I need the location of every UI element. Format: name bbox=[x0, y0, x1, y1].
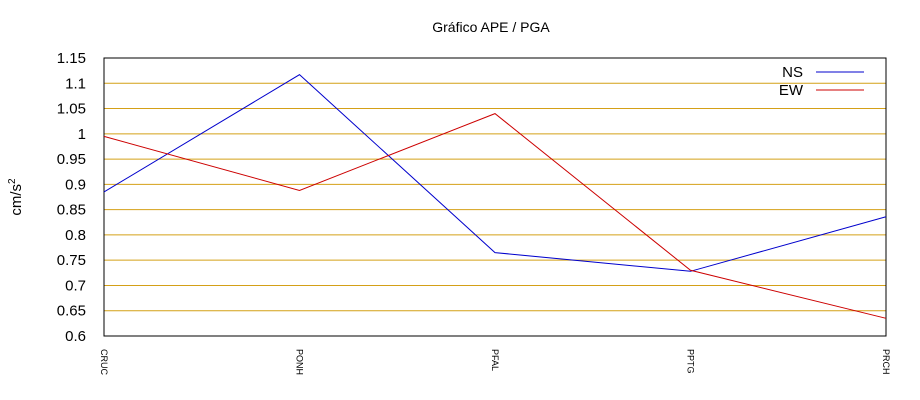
y-tick-label: 0.85 bbox=[57, 202, 86, 219]
x-tick-label: PRCH bbox=[881, 349, 891, 375]
y-axis-ticks: 0.6 0.65 0.7 0.75 0.8 0.85 0.9 0.95 1 1.05 1.1 1.15 bbox=[57, 50, 86, 345]
y-tick-label: 0.75 bbox=[57, 252, 86, 269]
series-line-ew bbox=[103, 113, 887, 319]
x-axis-ticks: CRUC PONH PFAL PPTG PRCH bbox=[99, 349, 891, 375]
y-tick-label: 0.65 bbox=[57, 303, 86, 320]
x-tick-label: PFAL bbox=[490, 349, 500, 371]
y-tick-label: 0.6 bbox=[65, 328, 86, 345]
grid bbox=[104, 57, 886, 312]
plot-frame bbox=[103, 57, 887, 337]
y-tick-label: 1.15 bbox=[57, 50, 86, 67]
chart-title: Gráfico APE / PGA bbox=[432, 19, 550, 35]
y-tick-label: 0.8 bbox=[65, 227, 86, 244]
y-tick-label: 0.95 bbox=[57, 151, 86, 168]
x-tick-label: PPTG bbox=[686, 349, 696, 374]
y-tick-label: 0.9 bbox=[65, 176, 86, 193]
y-tick-label: 1.05 bbox=[57, 101, 86, 118]
x-tick-label: PONH bbox=[295, 349, 305, 375]
y-tick-label: 0.7 bbox=[65, 277, 86, 294]
legend-label-ns: NS bbox=[782, 64, 803, 81]
y-axis-label: cm/s2 bbox=[7, 178, 25, 216]
y-axis-label-superscript: 2 bbox=[7, 178, 18, 184]
y-axis-label-text: cm/s bbox=[8, 184, 25, 216]
y-tick-label: 1.1 bbox=[65, 75, 86, 92]
y-tick-label: 1 bbox=[78, 126, 86, 143]
legend-label-ew: EW bbox=[779, 82, 804, 99]
series-lines bbox=[103, 74, 887, 319]
x-tick-label: CRUC bbox=[99, 349, 109, 375]
series-line-ns bbox=[103, 74, 887, 272]
